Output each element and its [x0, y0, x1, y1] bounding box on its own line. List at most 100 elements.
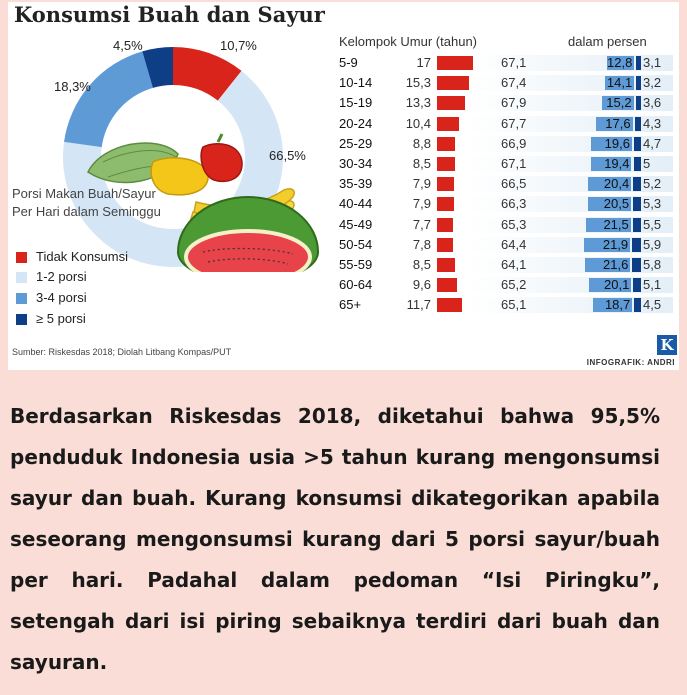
age-group-label: 40-44 [339, 196, 373, 212]
table-row: 15-19 13,3 67,9 15,2 3,6 [339, 94, 673, 113]
value-3-4-porsi: 18,7 [604, 297, 631, 313]
value-1-2-porsi: 65,2 [501, 277, 527, 293]
pie-label-10-7: 10,7% [220, 38, 257, 53]
pie-slice-0 [173, 47, 242, 101]
bar-3-4-porsi [592, 298, 633, 313]
value-5-porsi: 3,1 [643, 55, 662, 70]
value-1-2-porsi: 65,1 [501, 297, 527, 313]
age-group-label: 65+ [339, 297, 362, 313]
table-row: 45-49 7,7 65,3 21,5 5,5 [339, 216, 673, 235]
value-3-4-porsi: 17,6 [605, 115, 631, 131]
bar-5-porsi [636, 76, 641, 91]
value-5-porsi: 4,7 [643, 135, 662, 151]
value-tidak-konsumsi: 8,5 [412, 156, 431, 171]
value-1-2-porsi: 65,3 [501, 216, 527, 232]
bar-tidak-konsumsi [437, 258, 455, 272]
value-3-4-porsi: 14,1 [606, 75, 633, 91]
bar-3-4-porsi [604, 76, 635, 91]
infographic-title: Konsumsi Buah dan Sayur [14, 2, 325, 27]
legend-swatch [16, 252, 27, 263]
bar-3-4-porsi [585, 217, 631, 232]
value-tidak-konsumsi: 8,8 [412, 135, 431, 151]
value-tidak-konsumsi: 7,7 [412, 216, 431, 232]
value-5-porsi: 4,3 [643, 115, 662, 131]
value-5-porsi: 3,2 [643, 75, 662, 91]
legend-label: Tidak Konsumsi [36, 249, 128, 264]
legend-title: Porsi Makan Buah/Sayur Per Hari dalam Se… [12, 186, 161, 219]
value-1-2-porsi: 67,1 [501, 55, 527, 70]
watermelon-illustration [176, 196, 320, 272]
table-row: 35-39 7,9 66,5 20,4 5,2 [339, 175, 673, 194]
age-group-label: 25-29 [339, 135, 373, 151]
value-5-porsi: 5,3 [643, 196, 662, 212]
bar-3-4-porsi [588, 177, 632, 192]
value-1-2-porsi: 67,1 [501, 156, 527, 171]
value-3-4-porsi: 19,6 [604, 135, 630, 151]
bar-tidak-konsumsi [437, 157, 455, 171]
legend-swatch [16, 314, 27, 325]
value-3-4-porsi: 21,5 [603, 216, 629, 232]
value-1-2-porsi: 66,5 [501, 176, 527, 192]
value-5-porsi: 5,8 [643, 257, 662, 272]
table-row: 40-44 7,9 66,3 20,5 5,3 [339, 195, 673, 214]
bar-tidak-konsumsi [437, 136, 456, 151]
bar-5-porsi [632, 237, 641, 252]
age-group-label: 50-54 [339, 236, 373, 252]
age-group-label: 30-34 [339, 156, 373, 171]
value-3-4-porsi: 21,9 [602, 236, 629, 252]
table-row: 30-34 8,5 67,1 19,4 5 [339, 155, 673, 174]
value-tidak-konsumsi: 10,4 [405, 115, 431, 131]
value-5-porsi: 5,2 [643, 176, 662, 192]
bar-5-porsi [633, 177, 641, 192]
bar-3-4-porsi [584, 237, 631, 252]
bar-5-porsi [636, 56, 641, 70]
bar-5-porsi [633, 278, 641, 293]
value-1-2-porsi: 64,4 [501, 236, 527, 252]
age-group-label: 15-19 [339, 95, 373, 111]
bar-5-porsi [633, 136, 641, 151]
bar-tidak-konsumsi [437, 217, 454, 232]
donut-chart [63, 47, 320, 272]
age-group-label: 45-49 [339, 216, 373, 232]
value-tidak-konsumsi: 13,3 [405, 95, 431, 111]
value-1-2-porsi: 66,9 [501, 135, 527, 151]
value-5-porsi: 5,9 [643, 236, 662, 252]
table-header-age: Kelompok Umur (tahun) [339, 34, 477, 49]
value-tidak-konsumsi: 7,8 [412, 236, 431, 252]
bar-tidak-konsumsi [437, 197, 454, 212]
table-header-unit: dalam persen [568, 34, 647, 49]
value-tidak-konsumsi: 15,3 [405, 75, 431, 91]
table-row: 25-29 8,8 66,9 19,6 4,7 [339, 135, 673, 154]
infographic-credit: INFOGRAFIK: ANDRI [586, 358, 675, 367]
bar-tidak-konsumsi [437, 96, 465, 111]
table-row: 65+ 11,7 65,1 18,7 4,5 [339, 296, 673, 315]
pie-label-66-5: 66,5% [269, 148, 306, 163]
table-row: 50-54 7,8 64,4 21,9 5,9 [339, 236, 673, 255]
value-3-4-porsi: 20,4 [603, 176, 630, 192]
value-tidak-konsumsi: 11,7 [406, 297, 431, 313]
kompas-logo: K [657, 335, 677, 355]
pie-label-4-5: 4,5% [113, 38, 143, 53]
bar-tidak-konsumsi [437, 116, 459, 131]
value-5-porsi: 5,5 [643, 216, 662, 232]
pie-label-18-3: 18,3% [54, 79, 91, 94]
bar-tidak-konsumsi [437, 278, 458, 293]
value-3-4-porsi: 12,8 [607, 55, 633, 70]
source-note: Sumber: Riskesdas 2018; Diolah Litbang K… [12, 347, 232, 357]
bar-tidak-konsumsi [437, 56, 473, 70]
infographic-panel: Konsumsi Buah dan Sayur 4,5% 10,7% 18,3%… [8, 2, 679, 370]
value-tidak-konsumsi: 7,9 [412, 176, 431, 192]
value-3-4-porsi: 20,5 [603, 196, 630, 212]
value-3-4-porsi: 20,1 [604, 277, 630, 293]
bar-5-porsi [632, 258, 641, 272]
age-group-label: 5-9 [339, 55, 358, 70]
bar-3-4-porsi [590, 157, 632, 171]
value-tidak-konsumsi: 7,9 [412, 196, 431, 212]
value-5-porsi: 4,5 [643, 297, 662, 313]
age-group-label: 35-39 [339, 176, 373, 192]
bar-3-4-porsi [601, 96, 634, 111]
age-group-label: 55-59 [339, 257, 373, 272]
bar-5-porsi [634, 116, 641, 131]
table-row: 60-64 9,6 65,2 20,1 5,1 [339, 276, 673, 295]
age-group-label: 10-14 [339, 75, 373, 91]
